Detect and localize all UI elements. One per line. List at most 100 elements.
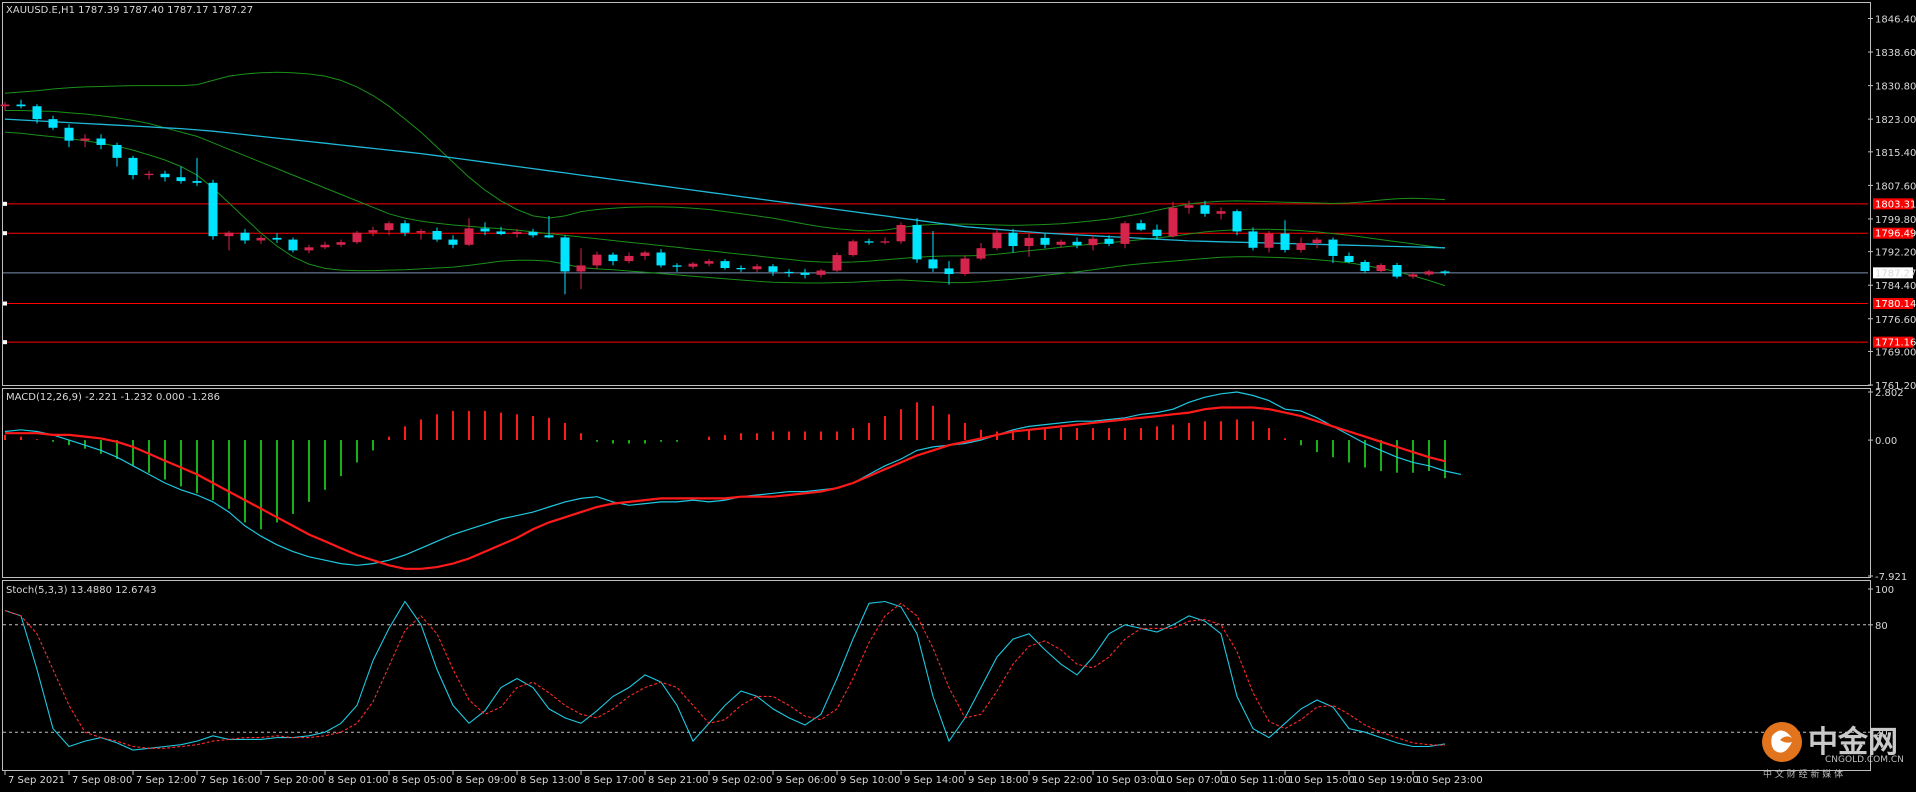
candle-body bbox=[544, 235, 554, 238]
candle-body bbox=[976, 248, 986, 259]
level-label-box bbox=[1873, 227, 1913, 239]
time-tick-label: 7 Sep 16:00 bbox=[200, 775, 260, 786]
candle bbox=[880, 237, 890, 245]
candle-body bbox=[1136, 223, 1146, 230]
candle bbox=[672, 263, 682, 272]
candle-body bbox=[512, 231, 522, 235]
time-tick-label: 10 Sep 19:00 bbox=[1352, 775, 1419, 786]
candle-body bbox=[64, 127, 74, 141]
candle-body bbox=[960, 258, 970, 275]
candle bbox=[1232, 209, 1242, 236]
candle-body bbox=[1280, 233, 1290, 250]
candle bbox=[272, 233, 282, 244]
candle bbox=[64, 124, 74, 148]
candle bbox=[1120, 221, 1130, 249]
watermark-tagline: 中 文 财 经 新 媒 体 bbox=[1763, 768, 1843, 780]
candle bbox=[1376, 263, 1386, 274]
stoch-tick-label: 100 bbox=[1875, 585, 1894, 596]
candle-body bbox=[464, 228, 474, 245]
price-tick-label: 1838.60 bbox=[1875, 48, 1916, 59]
stoch-main-line bbox=[4, 600, 1446, 751]
candle-body bbox=[80, 138, 90, 141]
price-tick-label: 1792.20 bbox=[1875, 248, 1916, 259]
candle bbox=[32, 104, 42, 124]
stochastic-indicator: 100 80 20 bbox=[3, 585, 1894, 751]
candle-body bbox=[480, 228, 490, 232]
time-tick-label: 10 Sep 11:00 bbox=[1224, 775, 1291, 786]
candle-body bbox=[112, 144, 122, 158]
candle-body bbox=[144, 173, 154, 176]
candle-body bbox=[128, 157, 138, 176]
time-tick-label: 9 Sep 14:00 bbox=[904, 775, 964, 786]
current-price-box bbox=[1873, 267, 1913, 279]
macd-indicator: 2.802 0.00 -7.921 bbox=[4, 388, 1907, 583]
candle bbox=[1040, 233, 1050, 249]
candle bbox=[544, 215, 554, 239]
candle bbox=[528, 228, 538, 238]
candle-body bbox=[240, 232, 250, 241]
candle-body bbox=[384, 223, 394, 231]
level-label: 1803.31 bbox=[1875, 199, 1916, 210]
time-tick-label: 8 Sep 17:00 bbox=[584, 775, 644, 786]
candle-body bbox=[944, 268, 954, 275]
candle bbox=[928, 230, 938, 272]
candle bbox=[80, 134, 90, 148]
candle bbox=[1248, 227, 1258, 251]
candle-body bbox=[528, 231, 538, 236]
watermark-title: 中金网 bbox=[1808, 725, 1898, 760]
candle bbox=[1280, 220, 1290, 253]
candle-body bbox=[1024, 237, 1034, 247]
candle bbox=[1136, 219, 1146, 231]
macd-tick-label: 0.00 bbox=[1875, 436, 1897, 447]
level-label: 1780.14 bbox=[1875, 299, 1916, 310]
candle-body bbox=[832, 255, 842, 271]
candle bbox=[1200, 200, 1210, 217]
level-handle bbox=[3, 201, 7, 206]
candle bbox=[848, 239, 858, 257]
level-label: 1796.49 bbox=[1875, 229, 1916, 240]
time-tick-label: 9 Sep 10:00 bbox=[840, 775, 900, 786]
candle bbox=[1072, 237, 1082, 249]
candle bbox=[912, 218, 922, 263]
level-label-box bbox=[1873, 336, 1913, 348]
candle-body bbox=[1168, 207, 1178, 237]
candle-body bbox=[1296, 243, 1306, 250]
candle-body bbox=[416, 230, 426, 233]
candle bbox=[448, 235, 458, 249]
candle bbox=[1056, 239, 1066, 248]
candle bbox=[224, 230, 234, 251]
candle-body bbox=[688, 263, 698, 267]
candle-body bbox=[672, 265, 682, 267]
candle bbox=[688, 261, 698, 269]
candle bbox=[240, 228, 250, 244]
candle bbox=[176, 166, 186, 184]
candle-body bbox=[176, 177, 186, 182]
candle bbox=[624, 252, 634, 264]
candle-body bbox=[192, 181, 202, 183]
time-tick-label: 10 Sep 07:00 bbox=[1160, 775, 1227, 786]
candle bbox=[1440, 270, 1450, 276]
logo-swirl-icon bbox=[1771, 730, 1792, 753]
time-tick-label: 8 Sep 05:00 bbox=[392, 775, 452, 786]
time-tick-label: 7 Sep 20:00 bbox=[264, 775, 324, 786]
time-tick-label: 7 Sep 12:00 bbox=[136, 775, 196, 786]
candle bbox=[1312, 237, 1322, 249]
candle bbox=[1024, 234, 1034, 257]
stoch-tick-label: 20 bbox=[1875, 728, 1888, 739]
candle bbox=[1008, 228, 1018, 253]
candle bbox=[208, 179, 218, 240]
candle-body bbox=[1120, 223, 1130, 244]
candle bbox=[800, 268, 810, 279]
candle-body bbox=[1104, 238, 1114, 244]
bollinger-lower-line bbox=[4, 131, 1446, 287]
macd-tick-label: -7.921 bbox=[1875, 572, 1907, 583]
candle bbox=[256, 235, 266, 244]
candle bbox=[16, 99, 26, 109]
candle bbox=[1104, 235, 1114, 247]
candle-body bbox=[352, 232, 362, 243]
candle-body bbox=[224, 232, 234, 237]
stoch-signal-line bbox=[4, 602, 1446, 749]
support-resistance-levels: 1803.31 1796.49 1780.14 1771.16 bbox=[3, 198, 1916, 349]
